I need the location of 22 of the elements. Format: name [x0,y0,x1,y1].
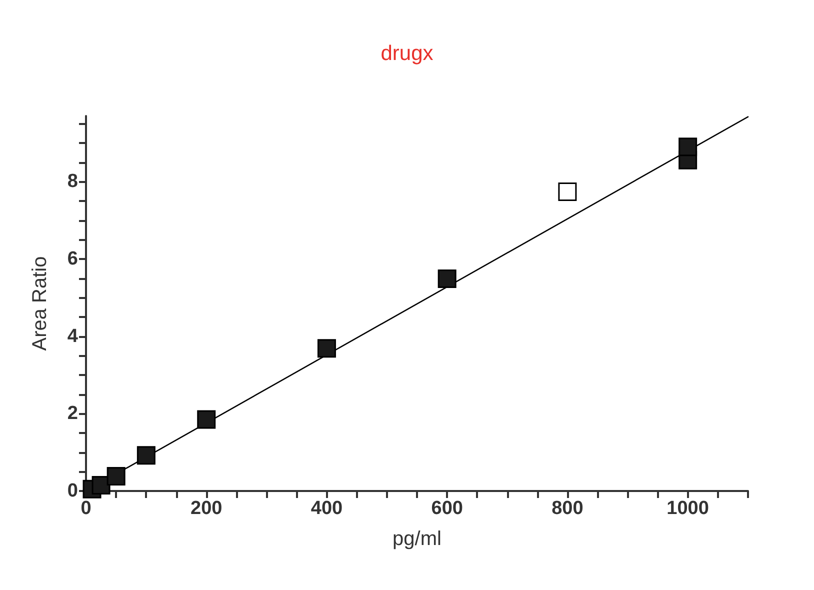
y-tick-label: 4 [67,326,78,347]
point [106,467,126,486]
y-tick-label: 2 [67,403,78,424]
x-axis-title: pg/ml [392,528,442,550]
point [438,270,456,288]
point [197,410,216,429]
y-tick-label: 0 [67,480,78,502]
x-tick-label: 400 [310,498,343,519]
x-tick-label: 600 [431,498,463,519]
y-tick-label: 6 [67,248,78,270]
point [92,476,110,494]
x-tick-label: 800 [552,498,584,519]
point [678,138,698,156]
x-tick-label: 200 [190,498,222,519]
x-tick-label: 1000 [666,498,709,519]
point [317,339,336,358]
point [136,446,156,465]
x-tick-label: 0 [80,498,92,519]
point [558,182,577,202]
y-axis-title: Area Ratio [29,256,51,351]
chart-title: drugx [380,42,434,65]
y-tick-label: 8 [67,171,78,192]
